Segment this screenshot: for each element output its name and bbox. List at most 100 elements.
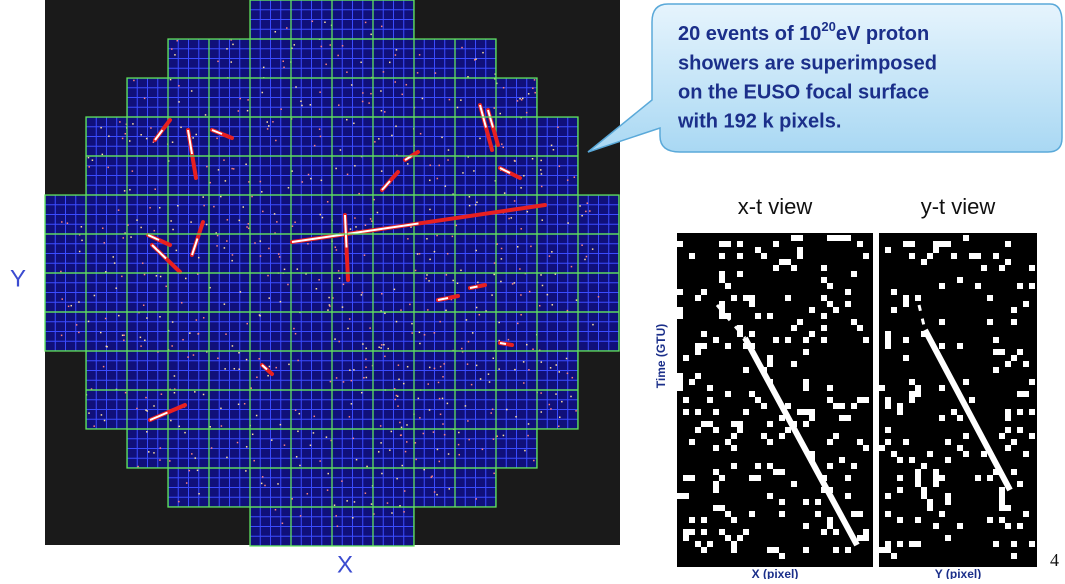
hit-pixel bbox=[677, 307, 683, 313]
noise-dot bbox=[511, 217, 513, 219]
hit-pixel bbox=[939, 343, 945, 349]
hit-pixel bbox=[755, 313, 761, 319]
noise-dot bbox=[519, 98, 521, 100]
hit-pixel bbox=[719, 241, 725, 247]
slide: Y X 20 events of 1020eV proton showers a… bbox=[0, 0, 1065, 579]
noise-dot bbox=[264, 485, 266, 487]
hit-pixel bbox=[791, 235, 797, 241]
hit-pixel bbox=[695, 409, 701, 415]
hit-pixel bbox=[1005, 259, 1011, 265]
hit-pixel bbox=[851, 403, 857, 409]
noise-dot bbox=[280, 108, 282, 110]
hit-pixel bbox=[1017, 349, 1023, 355]
noise-dot bbox=[193, 354, 195, 356]
hit-pixel bbox=[915, 475, 921, 481]
noise-dot bbox=[310, 104, 312, 106]
hit-pixel bbox=[999, 433, 1005, 439]
hit-pixel bbox=[993, 541, 999, 547]
noise-dot bbox=[140, 345, 142, 347]
hit-pixel bbox=[689, 379, 695, 385]
noise-dot bbox=[156, 275, 158, 277]
noise-dot bbox=[122, 335, 124, 337]
hit-pixel bbox=[969, 253, 975, 259]
x-t-view bbox=[677, 233, 873, 567]
hit-pixel bbox=[1005, 409, 1011, 415]
noise-dot bbox=[440, 366, 442, 368]
noise-dot bbox=[381, 26, 383, 28]
noise-dot bbox=[391, 135, 393, 137]
noise-dot bbox=[260, 181, 262, 183]
noise-dot bbox=[61, 335, 63, 337]
noise-dot bbox=[558, 426, 560, 428]
noise-dot bbox=[268, 297, 270, 299]
hit-pixel bbox=[915, 469, 921, 475]
noise-dot bbox=[371, 503, 373, 505]
y-axis-label: Time (GTU) bbox=[654, 324, 668, 388]
noise-dot bbox=[366, 377, 368, 379]
hit-pixel bbox=[1017, 391, 1023, 397]
hit-pixel bbox=[885, 541, 891, 547]
noise-dot bbox=[224, 247, 226, 249]
noise-dot bbox=[475, 250, 477, 252]
hit-pixel bbox=[683, 493, 689, 499]
noise-dot bbox=[288, 187, 290, 189]
hit-pixel bbox=[857, 241, 863, 247]
noise-dot bbox=[522, 98, 524, 100]
noise-dot bbox=[267, 128, 269, 130]
hit-pixel bbox=[963, 379, 969, 385]
noise-dot bbox=[339, 278, 341, 280]
noise-dot bbox=[251, 196, 253, 198]
noise-dot bbox=[307, 243, 309, 245]
noise-dot bbox=[354, 217, 356, 219]
noise-dot bbox=[176, 250, 178, 252]
noise-dot bbox=[530, 246, 532, 248]
noise-dot bbox=[449, 99, 451, 101]
hit-pixel bbox=[915, 295, 921, 301]
noise-dot bbox=[314, 416, 316, 418]
noise-dot bbox=[218, 169, 220, 171]
noise-dot bbox=[353, 438, 355, 440]
hit-pixel bbox=[821, 325, 827, 331]
noise-dot bbox=[405, 451, 407, 453]
hit-pixel bbox=[767, 361, 773, 367]
noise-dot bbox=[198, 493, 200, 495]
noise-dot bbox=[280, 301, 282, 303]
hit-pixel bbox=[683, 475, 689, 481]
noise-dot bbox=[514, 282, 516, 284]
noise-dot bbox=[377, 212, 379, 214]
noise-dot bbox=[391, 512, 393, 514]
noise-dot bbox=[102, 154, 104, 156]
hit-pixel bbox=[939, 283, 945, 289]
hit-pixel bbox=[737, 535, 743, 541]
noise-dot bbox=[365, 348, 367, 350]
hit-pixel bbox=[809, 409, 815, 415]
hit-pixel bbox=[737, 241, 743, 247]
noise-dot bbox=[532, 158, 534, 160]
noise-dot bbox=[106, 346, 108, 348]
noise-dot bbox=[325, 64, 327, 65]
noise-dot bbox=[149, 207, 151, 209]
noise-dot bbox=[349, 369, 351, 371]
hit-pixel bbox=[1023, 391, 1029, 397]
noise-dot bbox=[335, 168, 337, 170]
noise-dot bbox=[585, 211, 587, 213]
noise-dot bbox=[482, 449, 484, 451]
hit-pixel bbox=[945, 439, 951, 445]
noise-dot bbox=[384, 356, 386, 358]
hit-pixel bbox=[833, 235, 839, 241]
noise-dot bbox=[552, 304, 554, 306]
hit-pixel bbox=[803, 523, 809, 529]
hit-pixel bbox=[695, 349, 701, 355]
noise-dot bbox=[299, 413, 301, 415]
noise-dot bbox=[361, 392, 363, 394]
noise-dot bbox=[576, 299, 578, 301]
noise-dot bbox=[489, 381, 491, 383]
noise-dot bbox=[238, 368, 240, 370]
hit-pixel bbox=[743, 295, 749, 301]
noise-dot bbox=[429, 209, 431, 211]
noise-dot bbox=[378, 138, 380, 140]
noise-dot bbox=[461, 348, 463, 350]
hit-pixel bbox=[987, 295, 993, 301]
noise-dot bbox=[566, 358, 568, 360]
noise-dot bbox=[394, 289, 396, 291]
